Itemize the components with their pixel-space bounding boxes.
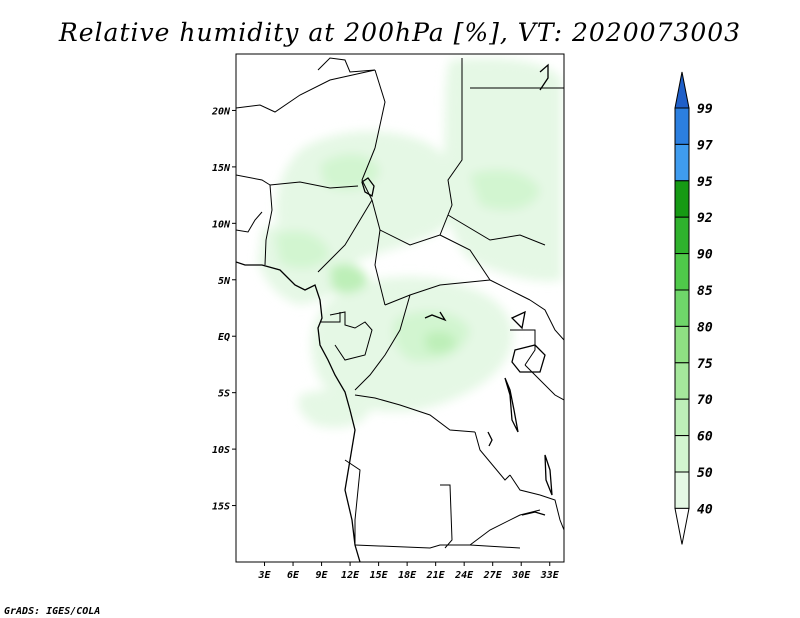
colorbar-label: 50: [697, 466, 713, 481]
lat-tick-label: 10N: [212, 219, 231, 230]
lat-tick-label: 10S: [212, 445, 230, 456]
lat-tick-label: EQ: [218, 332, 230, 343]
border-chad-sudan: [447, 112, 463, 216]
border-niger-nigeria: [269, 181, 359, 189]
border-algeria-libya: [317, 57, 376, 73]
border-south-sudan-drc: [489, 279, 531, 301]
border-angola-namibia: [344, 459, 361, 545]
colorbar-label: 92: [697, 211, 713, 226]
lon-tick-label: 27E: [483, 570, 503, 581]
humidity-patch-2: [275, 231, 330, 269]
colorbar-segment: [674, 253, 690, 291]
lon-tick-label: 3E: [257, 570, 271, 581]
lake-chad: [361, 177, 375, 198]
border-angola-zambia: [440, 484, 453, 549]
longitude-axis: 3E 6E 9E 12E 15E 18E 21E 24E 27E 30E 33E: [257, 562, 560, 581]
border-gabon: [329, 311, 373, 361]
latitude-axis: 20N 15N 10N 5N EQ 5S 10S 15S: [211, 106, 236, 513]
coastlines: [236, 63, 553, 562]
lake-mweru: [487, 431, 493, 447]
border-burkina: [236, 174, 271, 186]
colorbar-segment: [674, 325, 690, 364]
border-ghana-togo: [236, 211, 263, 233]
lon-tick-label: 6E: [287, 570, 300, 581]
colorbar-segment: [674, 435, 690, 473]
humidity-patch-5: [330, 264, 368, 294]
border-nigeria-benin: [264, 184, 273, 266]
border-car-drc: [384, 279, 491, 306]
colorbar-segment: [674, 143, 690, 182]
colorbar-top-triangle: [674, 71, 690, 109]
lat-tick-label: 20N: [211, 106, 231, 117]
colorbar-segment: [674, 398, 690, 437]
border-car-sudan: [439, 234, 491, 281]
colorbar-segment: [674, 216, 690, 255]
lake-kariba: [521, 511, 546, 516]
border-cameroon-car: [374, 229, 386, 306]
colorbar-segment: [674, 180, 690, 218]
colorbar-label: 97: [697, 138, 713, 153]
colorbar-segment: [674, 289, 690, 327]
colorbar-label: 95: [697, 175, 713, 190]
colorbar-label: 80: [697, 320, 713, 335]
border-chad-car: [371, 199, 449, 246]
lon-tick-label: 30E: [511, 570, 531, 581]
lake-malawi: [544, 454, 553, 496]
border-namibia: [354, 544, 521, 549]
lon-tick-label: 21E: [426, 570, 446, 581]
humidity-field-northeast: [443, 58, 562, 282]
grads-credit: GrADS: IGES/COLA: [4, 606, 100, 617]
border-drc-angola: [354, 394, 476, 433]
colorbar-segment: [674, 107, 690, 145]
lake-albert: [510, 310, 526, 330]
colorbar-bottom-triangle: [674, 507, 690, 545]
colorbar-label: 60: [697, 430, 713, 445]
lon-tick-label: 18E: [398, 570, 417, 581]
lon-tick-label: 15E: [370, 570, 389, 581]
red-sea-coast: [539, 63, 549, 91]
map-panel: [236, 54, 564, 562]
lon-tick-label: 24E: [454, 570, 474, 581]
colorbar-label: 90: [697, 248, 713, 263]
lat-tick-label: 15S: [212, 502, 230, 513]
map-frame: [235, 53, 565, 563]
river-congo-loop: [424, 311, 447, 322]
colorbar-label: 99: [697, 102, 713, 117]
border-eq-guinea: [320, 312, 341, 323]
humidity-patch-1: [320, 154, 380, 190]
lat-tick-label: 5S: [218, 389, 230, 400]
colorbar-segment: [674, 471, 690, 509]
border-kenya: [529, 299, 564, 341]
lat-tick-label: 15N: [212, 163, 231, 174]
lon-tick-label: 9E: [316, 570, 329, 581]
country-borders: [236, 57, 564, 549]
border-uganda: [510, 329, 536, 366]
colorbar-label: 70: [697, 393, 713, 408]
colorbar-label: 75: [697, 357, 713, 372]
colorbar-label: 85: [697, 284, 713, 299]
border-algeria-niger: [236, 69, 376, 113]
chart-title: Relative humidity at 200hPa [%], VT: 202…: [58, 18, 741, 47]
border-zambia-drc: [474, 431, 511, 481]
border-nigeria-cameroon: [317, 199, 373, 273]
lake-victoria: [511, 344, 546, 373]
lake-tanganyika: [504, 377, 519, 433]
lat-tick-label: 5N: [218, 276, 231, 287]
border-zambia-tanzania: [509, 474, 541, 496]
lon-tick-label: 33E: [540, 570, 560, 581]
colorbar: 40 50 60 70 75 80 85 90 92 95 97 99: [674, 71, 713, 545]
border-sudan-south: [447, 214, 546, 246]
border-libya-chad: [374, 69, 386, 149]
colorbar-segment: [674, 362, 690, 400]
border-drc-congo: [354, 294, 411, 391]
gulf-of-guinea-coast: [236, 261, 361, 562]
border-mozambique: [539, 494, 564, 531]
lon-tick-label: 12E: [341, 570, 360, 581]
border-niger-chad: [361, 147, 376, 201]
humidity-patch-6: [425, 331, 456, 353]
humidity-patch-4: [470, 170, 540, 210]
colorbar-label: 40: [697, 502, 713, 517]
